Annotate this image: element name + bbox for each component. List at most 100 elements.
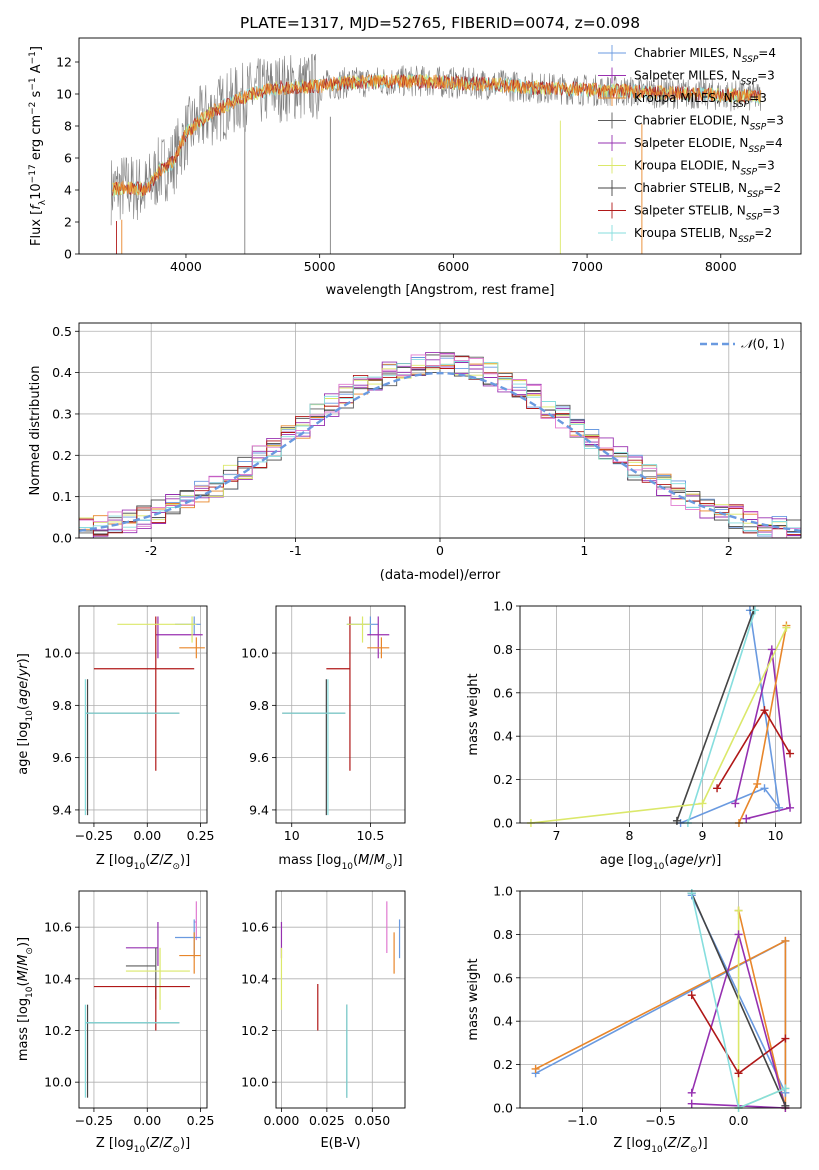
spectrum-ylabel: Flux [fλ10−17 erg cm−2 s−1 A−1]	[28, 46, 48, 246]
y-tick-label: 0.2	[493, 1057, 513, 1072]
y-tick-label: 0.8	[493, 927, 513, 942]
x-tick-label: 0	[436, 543, 444, 558]
weight-marker	[687, 1088, 696, 1097]
weight-Z-xlabel: Z [log10(Z/Z⊙)]	[613, 1136, 707, 1155]
y-tick-label: 10.2	[241, 1023, 269, 1038]
spectrum-legend: Chabrier MILES, NSSP=4 Salpeter MILES, NS…	[598, 45, 784, 245]
age-vs-mass-xlabel: mass [log10(M/M⊙)]	[278, 853, 402, 872]
weight-marker	[760, 706, 769, 715]
y-tick-label: 10.0	[241, 1075, 269, 1090]
weight-marker	[672, 816, 681, 825]
mass-vs-EBV-frame	[275, 890, 406, 1109]
weight-line	[687, 610, 756, 823]
legend-label: Salpeter STELIB, NSSP=3	[634, 204, 780, 223]
weight-marker	[781, 1084, 790, 1093]
legend-label: Salpeter MILES, NSSP=3	[634, 69, 775, 88]
y-tick-label: 9.6	[52, 750, 72, 765]
y-tick-label: 6	[64, 151, 72, 166]
weight-line	[535, 910, 787, 1108]
mass-vs-EBV-axes: 0.000 0.025 0.050 10.0 10.2 10.4 10.6	[241, 891, 405, 1128]
x-tick-label: -1	[289, 543, 301, 558]
weight-marker	[767, 645, 776, 654]
weight-vs-Z-frame	[519, 890, 802, 1109]
spectrum-frame	[78, 37, 802, 255]
legend-label: Salpeter ELODIE, NSSP=4	[634, 136, 783, 155]
x-tick-label: 0.025	[309, 1113, 345, 1128]
spectrum-xlabel: wavelength [Angstrom, rest frame]	[326, 283, 555, 298]
weight-line	[734, 649, 791, 820]
y-tick-label: 0	[64, 247, 72, 262]
weight-marker	[753, 779, 762, 788]
mass-vs-Z-axes: −0.25 0.00 0.25 10.0 10.2 10.4 10.6	[44, 891, 215, 1128]
weight-marker	[781, 1034, 790, 1043]
weight-age-xlabel: age [log10(age/yr)]	[600, 853, 722, 872]
weight-line	[738, 625, 788, 823]
y-tick-label: 10.0	[241, 646, 269, 661]
y-tick-label: 9.6	[249, 750, 269, 765]
x-tick-label: 7000	[571, 259, 603, 274]
weight-marker	[786, 749, 795, 758]
y-tick-label: 0.0	[493, 816, 513, 831]
legend-label: Chabrier STELIB, NSSP=2	[634, 181, 781, 200]
x-tick-label: −0.25	[75, 828, 113, 843]
x-tick-label: 0.00	[133, 828, 161, 843]
age-vs-Z-xlabel: Z [log10(Z/Z⊙)]	[96, 853, 190, 872]
y-tick-label: 0.3	[52, 406, 72, 421]
x-tick-label: 10	[768, 828, 784, 843]
y-tick-label: 0.2	[493, 772, 513, 787]
weight-line	[690, 893, 786, 1108]
y-tick-label: 0.0	[493, 1101, 513, 1116]
y-tick-label: 0.1	[52, 489, 72, 504]
weight-marker	[687, 1099, 696, 1108]
age-vs-Z-frame	[78, 605, 208, 824]
weight-vs-Z-axes: −1.0 −0.5 0.0 0.0 0.2 0.4 0.6 0.8 1.0	[493, 884, 801, 1128]
y-tick-label: 0.4	[493, 729, 513, 744]
weight-marker	[687, 889, 696, 898]
model-spectrum	[112, 73, 761, 196]
mass-vs-Z-xlabel: Z [log10(Z/Z⊙)]	[96, 1136, 190, 1155]
weight-marker	[731, 799, 740, 808]
x-tick-label: 7	[553, 828, 561, 843]
spectrum-axes: 4000 5000 6000 7000 8000 0 2 4 6 8 10 12	[56, 55, 737, 275]
y-tick-label: 9.4	[249, 802, 269, 817]
x-tick-label: 0.000	[264, 1113, 300, 1128]
weight-marker	[775, 803, 784, 812]
weight-line	[676, 610, 755, 822]
y-tick-label: 10.6	[241, 920, 269, 935]
y-tick-label: 0.0	[52, 531, 72, 546]
weight-marker	[760, 784, 769, 793]
weight-marker	[734, 1069, 743, 1078]
x-tick-label: 0.0	[729, 1113, 749, 1128]
legend-label: Kroupa MILES, NSSP=3	[634, 91, 767, 110]
figure-title: PLATE=1317, MJD=52765, FIBERID=0074, z=0…	[240, 14, 640, 32]
y-tick-label: 4	[64, 183, 72, 198]
weight-vs-Z-ylabel: mass weight	[466, 958, 481, 1040]
y-tick-label: 10.2	[44, 1023, 72, 1038]
y-tick-label: 9.8	[249, 698, 269, 713]
x-tick-label: 10	[284, 828, 300, 843]
y-tick-label: 9.4	[52, 802, 72, 817]
y-tick-label: 2	[64, 215, 72, 230]
x-tick-label: 0.050	[354, 1113, 390, 1128]
spectrum-plot-area	[110, 53, 762, 254]
gaussian-reference	[79, 371, 801, 532]
x-tick-label: 5000	[304, 259, 336, 274]
y-tick-label: 10.0	[44, 1075, 72, 1090]
x-tick-label: 0.00	[133, 1113, 161, 1128]
weight-marker	[781, 1101, 790, 1110]
x-tick-label: 2	[725, 543, 733, 558]
y-tick-label: 0.4	[493, 1014, 513, 1029]
x-tick-label: 9	[698, 828, 706, 843]
y-tick-label: 10	[56, 87, 72, 102]
y-tick-label: 1.0	[493, 884, 513, 899]
y-tick-label: 10.6	[44, 920, 72, 935]
y-tick-label: 10.0	[44, 646, 72, 661]
weight-marker	[751, 606, 760, 615]
y-tick-label: 0.4	[52, 365, 72, 380]
weight-marker	[713, 784, 722, 793]
legend-label: Kroupa STELIB, NSSP=2	[634, 226, 772, 245]
y-tick-label: 10.4	[44, 971, 72, 986]
weight-marker	[786, 803, 795, 812]
y-tick-label: 1.0	[493, 599, 513, 614]
weight-line	[530, 627, 788, 823]
